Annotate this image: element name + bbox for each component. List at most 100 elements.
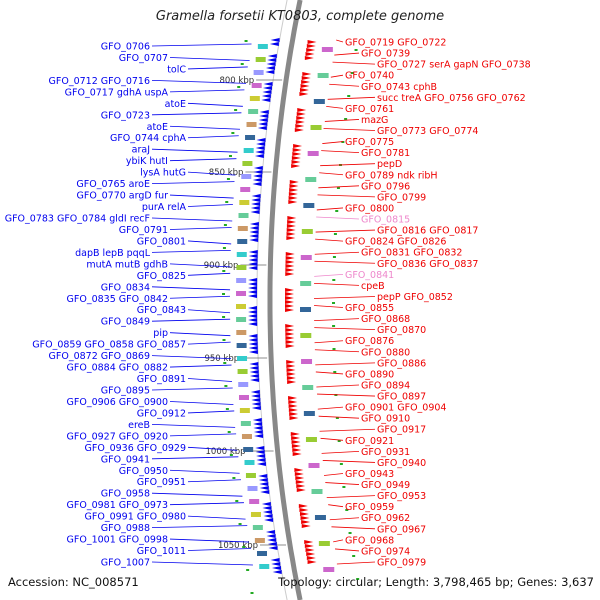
plus-strand-gene (299, 88, 309, 92)
minor-tick-left (229, 454, 233, 456)
minus-strand-gene (248, 318, 258, 322)
scale-label: 1000 kbp (206, 447, 246, 457)
gene-label-right: GFO_0901 GFO_0904 (345, 403, 446, 414)
minor-tick-right (341, 141, 345, 143)
plus-strand-gene (294, 472, 304, 476)
connector-left (151, 456, 239, 460)
minus-strand-gene (265, 530, 275, 534)
minus-strand-gene (258, 478, 268, 482)
function-box-right (300, 281, 312, 286)
plus-strand-gene (300, 516, 310, 520)
plus-strand-gene (285, 336, 295, 340)
connector-right (320, 163, 376, 167)
plus-strand-gene (286, 228, 296, 232)
minus-strand-gene (259, 482, 269, 486)
minus-strand-gene (248, 350, 258, 354)
plus-strand-gene (285, 268, 295, 272)
plus-strand-gene (295, 124, 305, 128)
plus-strand-gene (286, 236, 296, 240)
connector-right (315, 362, 376, 366)
gene-label-right: GFO_0968 (345, 535, 394, 546)
plus-strand-gene (294, 468, 304, 472)
gene-label-right: GFO_0967 (377, 524, 426, 535)
minor-tick-left (227, 431, 231, 433)
connector-right (314, 260, 376, 264)
plus-strand-gene (300, 84, 310, 88)
plus-strand-gene (294, 128, 304, 132)
minor-tick-left (225, 201, 229, 203)
gene-label-right: GFO_0917 (377, 425, 426, 436)
minor-tick-left (222, 339, 226, 341)
plus-strand-gene (305, 52, 315, 56)
minor-tick-left (225, 408, 229, 410)
minus-strand-gene (255, 146, 265, 150)
connector-left (151, 112, 242, 116)
gene-label-right: GFO_0743 cphB (361, 82, 437, 93)
gene-label-right: mazG (361, 115, 388, 126)
plus-strand-gene (285, 260, 295, 264)
gene-label-left: purA relA (142, 202, 187, 213)
gene-label-right: pepD (377, 159, 402, 170)
connector-right (330, 74, 344, 78)
gene-label-right: GFO_0940 (377, 458, 426, 469)
connector-left (151, 318, 231, 322)
minus-strand-gene (248, 258, 258, 262)
gene-label-right: GFO_0949 (361, 480, 410, 491)
gene-label-right: GFO_0727 serA gapN GFO_0738 (377, 60, 531, 71)
minor-tick-right (336, 187, 340, 189)
minor-tick-right (348, 532, 352, 534)
connector-right (324, 119, 360, 122)
minus-strand-gene (253, 426, 263, 430)
connector-right (317, 393, 376, 397)
gene-label-right: GFO_0931 (361, 447, 410, 458)
plus-strand-gene (306, 44, 316, 48)
function-box-left (236, 265, 247, 270)
connector-right (328, 504, 344, 508)
minus-strand-gene (267, 54, 277, 58)
connector-left (169, 538, 250, 543)
gene-label-left: GFO_0770 argD fur (77, 191, 169, 202)
connector-right (314, 283, 360, 286)
connector-right (314, 318, 360, 321)
function-box-left (244, 460, 255, 465)
minor-tick-left (223, 224, 227, 226)
connector-right (322, 141, 344, 144)
minus-strand-gene (253, 170, 263, 174)
minus-strand-gene (259, 486, 269, 490)
connector-right (329, 517, 360, 521)
connector-left (169, 364, 232, 368)
gene-label-left: GFO_0801 (137, 236, 186, 247)
gene-label-left: GFO_0859 GFO_0858 GFO_0857 (32, 340, 186, 351)
connector-left (169, 469, 240, 474)
function-box-right (314, 515, 326, 520)
function-box-right (303, 411, 315, 416)
plus-strand-gene (286, 364, 296, 368)
minus-strand-gene (251, 198, 261, 202)
function-box-left (245, 135, 256, 140)
minus-strand-gene (248, 278, 258, 282)
minor-tick-right (332, 302, 336, 304)
plus-strand-gene (307, 560, 317, 564)
minus-strand-gene (249, 238, 259, 242)
minor-tick-left (242, 546, 246, 548)
minor-tick-right (335, 417, 339, 419)
plus-strand-gene (296, 488, 306, 492)
minor-tick-right (352, 555, 356, 557)
minus-strand-gene (248, 334, 258, 338)
minus-strand-gene (261, 98, 271, 102)
scale-label: 1050 kbp (218, 541, 258, 551)
gene-label-right: GFO_0921 (345, 436, 394, 447)
connector-right (323, 128, 376, 131)
function-box-left (243, 148, 254, 153)
connector-left (169, 295, 231, 299)
connector-right (327, 96, 376, 100)
gene-label-left: GFO_0891 (137, 374, 186, 385)
plus-strand-gene (288, 400, 298, 404)
minus-strand-gene (254, 434, 264, 438)
minus-strand-gene (254, 154, 264, 158)
connector-left (187, 66, 248, 70)
minus-strand-gene (248, 250, 258, 254)
minus-strand-gene (251, 402, 261, 406)
connector-right (336, 39, 344, 43)
minus-strand-gene (262, 90, 272, 94)
